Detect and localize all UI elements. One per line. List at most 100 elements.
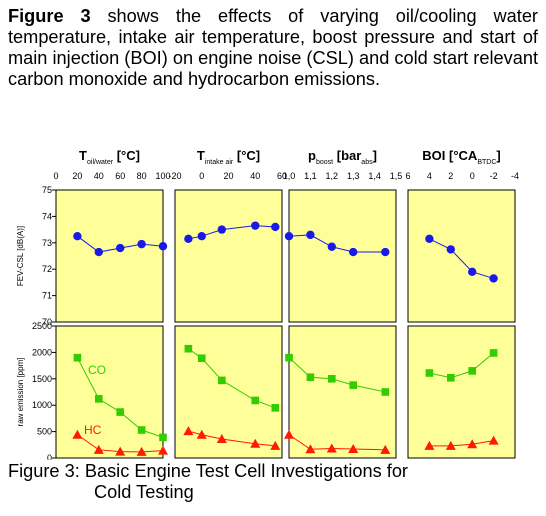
x-tick-label: -20: [168, 171, 181, 181]
x-tick-label: 60: [277, 171, 287, 181]
co-series-c2-point: [197, 354, 206, 363]
csl-series-c1-point: [73, 232, 82, 241]
column-title-main: BOI: [422, 148, 445, 163]
panel-r2-c2: [174, 325, 283, 459]
hc-series-c2-point: [216, 433, 227, 443]
column-title-unit: [°C]: [233, 148, 260, 163]
x-tick-label: 80: [137, 171, 147, 181]
x-tick-label: 1,1: [304, 171, 317, 181]
hc-series-c4-point: [467, 439, 478, 449]
y-axis-label-row-1: FEV-CSL [dB(A)]: [16, 226, 25, 286]
co-series-c2-point: [218, 376, 226, 385]
figure-caption: Figure 3: Basic Engine Test Cell Investi…: [8, 461, 408, 503]
co-series-label: CO: [88, 363, 106, 377]
caption-line-2: Cold Testing: [94, 482, 194, 502]
hc-series-c3-point: [326, 443, 337, 453]
csl-series-c3-point: [349, 247, 358, 257]
x-tick-label: 0: [470, 171, 475, 181]
hc-series-c4-point: [424, 440, 435, 450]
co-series-c4-point: [468, 367, 476, 375]
column-title-4: BOI [°CABTDC]: [422, 148, 500, 166]
y-tick-label: 70: [42, 317, 52, 327]
x-tick-label: 1,5: [390, 171, 403, 181]
co-series-c4-line: [429, 352, 494, 379]
csl-series-c1-point: [158, 242, 168, 251]
co-series-c1-point: [95, 395, 103, 403]
csl-series-c4-point: [446, 245, 455, 254]
hc-series-c1-point: [136, 446, 147, 456]
x-tick-label: 40: [94, 171, 104, 181]
hc-series-c1-point: [115, 446, 126, 456]
hc-series-c2-point: [196, 429, 207, 439]
y-axis-label-row-2: raw emission [ppm]: [16, 358, 25, 427]
hc-series-label: HC: [84, 423, 102, 437]
co-series-c3-point: [381, 388, 390, 396]
csl-series-c3-point: [327, 242, 336, 251]
column-title-1: Toil/water [°C]: [79, 148, 140, 166]
hc-series-c2-point: [270, 440, 281, 450]
hc-series-c4-point: [445, 440, 456, 450]
column-title-unit: [°C]: [113, 148, 140, 163]
x-tick-label: 6: [405, 171, 410, 181]
hc-series-c4-point: [488, 435, 499, 445]
hc-series-c3-point: [348, 444, 359, 454]
co-series-c2-point: [271, 404, 280, 412]
panel-r1-c3: [288, 189, 397, 323]
column-title-main: T: [79, 148, 87, 163]
column-title-unit: [°CA: [445, 148, 478, 163]
x-tick-label: 0: [199, 171, 204, 181]
column-title-unit: [bar: [333, 148, 361, 163]
co-series-c4-point: [489, 349, 498, 357]
x-tick-label: 20: [72, 171, 82, 181]
column-title-2: Tintake air [°C]: [197, 148, 260, 166]
panel-r1-c4: [407, 189, 516, 323]
x-tick-label: 1,0: [283, 171, 296, 181]
panel-r2-c4: [407, 325, 516, 459]
panel-r2-c3: [288, 325, 397, 459]
co-series-c1-point: [116, 408, 124, 416]
co-series-c1-point: [137, 426, 146, 434]
y-tick-label: 75: [42, 185, 52, 195]
x-tick-label: -4: [511, 171, 519, 181]
csl-series-c2-point: [184, 234, 193, 244]
x-tick-label: 1,4: [368, 171, 381, 181]
y-tick-label: 1500: [32, 374, 52, 384]
intro-paragraph: Figure 3 shows the effects of varying oi…: [8, 6, 538, 90]
hc-series-c2-point: [183, 426, 194, 436]
csl-series-c4-point: [425, 234, 434, 244]
csl-series-c2-point: [217, 225, 227, 234]
co-series-c4-point: [447, 373, 455, 382]
x-tick-label: 100: [155, 171, 170, 181]
panel-r1-c2: [174, 189, 283, 323]
x-tick-label: 60: [115, 171, 125, 181]
hc-series-c2-point: [250, 438, 261, 448]
column-title-end: ]: [373, 148, 377, 163]
caption-line-1: Figure 3: Basic Engine Test Cell Investi…: [8, 461, 408, 481]
intro-text: shows the effects of varying oil/cooling…: [8, 6, 538, 89]
y-tick-label: 71: [42, 291, 52, 301]
co-series-c3-point: [285, 353, 293, 362]
x-tick-label: 40: [250, 171, 260, 181]
y-tick-label: 72: [42, 264, 52, 274]
column-title-sub: intake air: [205, 159, 234, 166]
csl-series-c1-point: [137, 239, 146, 249]
hc-series-c1-point: [158, 445, 168, 455]
co-series-c3-point: [328, 375, 336, 383]
hc-series-c1-point: [93, 444, 104, 454]
csl-series-c3-point: [306, 230, 315, 240]
column-title-sub: oil/water: [87, 159, 114, 166]
co-series-c3-point: [306, 373, 315, 382]
y-tick-label: 500: [37, 427, 52, 437]
x-tick-label: 1,3: [347, 171, 360, 181]
x-tick-label: 20: [223, 171, 233, 181]
y-tick-label: 2500: [32, 321, 52, 331]
hc-series-c3-point: [284, 429, 294, 439]
co-series-c2-point: [251, 396, 260, 405]
y-tick-label: 73: [42, 238, 52, 248]
y-tick-label: 0: [47, 453, 52, 460]
csl-series-c4-line: [429, 238, 494, 279]
csl-series-c4-point: [489, 274, 498, 283]
hc-series-c3-point: [380, 444, 391, 454]
panel-r2-c1: [55, 325, 164, 459]
